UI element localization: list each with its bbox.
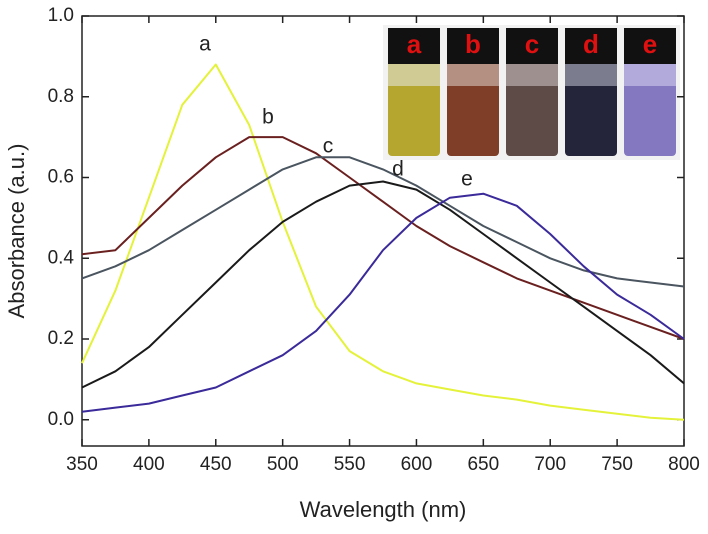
line-series — [81, 63, 685, 421]
y-tick-label: 1.0 — [48, 5, 74, 26]
curve-label: c — [323, 135, 334, 158]
vial-cap — [624, 28, 676, 64]
curve-label: b — [262, 106, 274, 129]
vial-air — [624, 64, 676, 86]
curve-label: e — [461, 168, 473, 191]
vial-cap — [506, 28, 558, 64]
vial-air — [447, 64, 499, 86]
vial-air — [565, 64, 617, 86]
x-tick-label: 750 — [601, 454, 633, 475]
vial-cap — [565, 28, 617, 64]
y-tick-label: 0.6 — [48, 167, 74, 188]
x-tick-label: 350 — [66, 454, 98, 475]
line-series — [81, 192, 685, 413]
vial-air — [506, 64, 558, 86]
line-series — [81, 180, 685, 389]
inset-label: b — [465, 29, 481, 59]
x-axis-label: Wavelength (nm) — [300, 497, 467, 522]
x-tick-label: 450 — [200, 454, 232, 475]
inset-label: e — [643, 29, 657, 59]
vial-cap — [447, 28, 499, 64]
inset-photo: a b c d e — [383, 25, 680, 160]
y-tick-label: 0.4 — [48, 247, 75, 268]
y-tick-label: 0.8 — [48, 86, 74, 107]
y-tick-label: 0.0 — [48, 409, 74, 430]
x-tick-label: 700 — [534, 454, 566, 475]
y-axis-label: Absorbance (a.u.) — [4, 144, 29, 319]
x-tick-label: 650 — [467, 454, 499, 475]
curve-label: a — [199, 33, 211, 56]
x-tick-label: 550 — [334, 454, 366, 475]
x-tick-label: 500 — [267, 454, 299, 475]
x-tick-label: 600 — [401, 454, 433, 475]
vial-cap — [388, 28, 440, 64]
y-tick-label: 0.2 — [48, 328, 74, 349]
line-series — [81, 156, 685, 288]
inset-label: c — [525, 29, 539, 59]
inset-label: a — [407, 29, 422, 59]
plot-frame — [81, 15, 685, 447]
x-tick-label: 800 — [668, 454, 700, 475]
line-series — [81, 136, 685, 340]
vial-air — [388, 64, 440, 86]
x-tick-label: 400 — [133, 454, 165, 475]
inset-label: d — [583, 29, 599, 59]
curve-label: d — [392, 158, 404, 181]
